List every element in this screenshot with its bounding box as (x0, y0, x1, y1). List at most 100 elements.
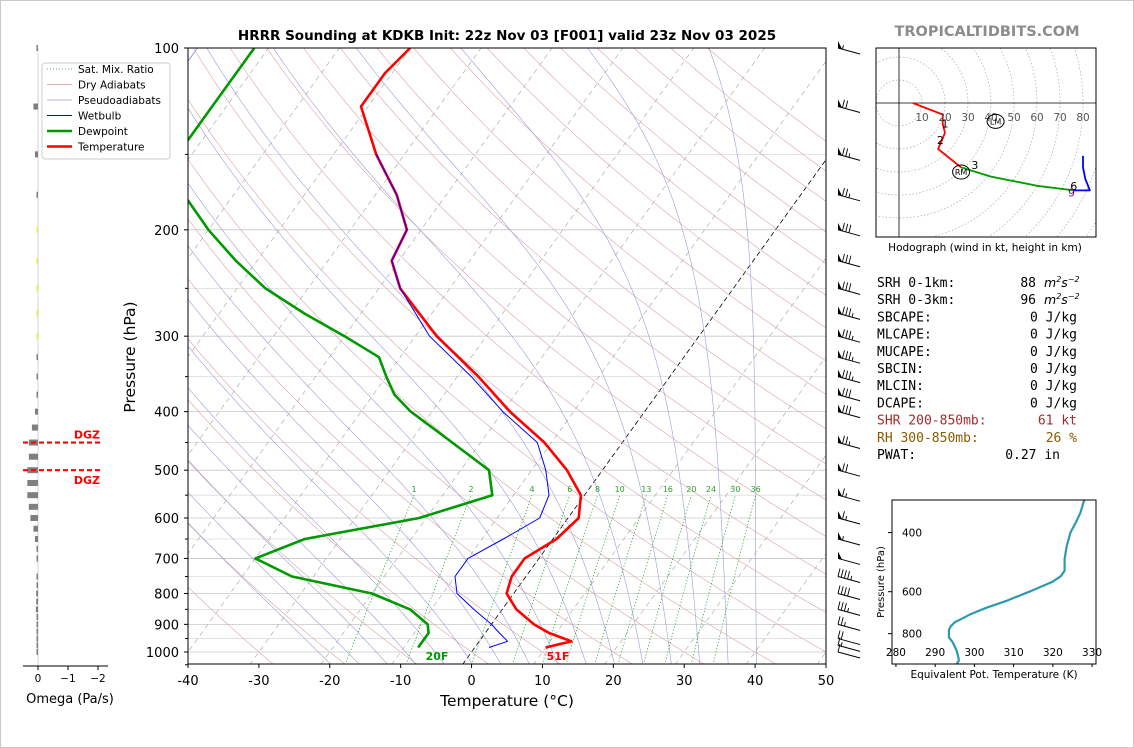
legend-label: Dewpoint (78, 126, 128, 138)
omega-bar (31, 424, 38, 431)
barb-half (843, 621, 846, 627)
barb-staff (837, 335, 861, 343)
mix-ratio-line-4 (471, 495, 533, 664)
legend-label: Dry Adiabats (78, 80, 146, 92)
wind-barb (837, 435, 861, 450)
surface-temperature-label: 51F (547, 650, 570, 663)
skewt-ticks: -40 -30 -20 -10 0 10 20 30 40 50 100 200 300 400 500 60… (146, 42, 834, 689)
isotherm--40 (188, 48, 624, 653)
isotherm-30 (675, 454, 826, 664)
omega-bar (36, 628, 38, 635)
x-tick-label: -40 (177, 674, 198, 689)
skewt-legend: Sat. Mix. Ratio Dry Adiabats Pseudoadiabat… (41, 62, 171, 160)
hodograph-caption: Hodograph (wind in kt, height in km) (888, 242, 1082, 254)
mix-ratio-line-10 (565, 495, 621, 664)
barb-staff (837, 442, 861, 450)
skewt-plot-area (188, 48, 826, 664)
mix-ratio-labels: 1 2 4 6 8 10 13 16 20 24 30 36 (412, 485, 761, 494)
omega-tick-label: 0 (35, 673, 42, 685)
wind-barb (837, 187, 861, 202)
wind-barb (837, 488, 861, 502)
barb-half (851, 376, 854, 381)
theta-e-xtick-label: 330 (1082, 647, 1102, 659)
trace-wetbulb (375, 154, 550, 648)
barb-full (842, 350, 845, 359)
x-tick-label: 50 (818, 674, 835, 689)
barb-full (845, 388, 849, 397)
barb-full (843, 587, 847, 596)
mix-ratio-line-16 (617, 495, 669, 664)
barb-flag (838, 147, 842, 156)
barb-full (842, 511, 845, 520)
barb-flag (838, 463, 842, 472)
theta-e-xtick-label: 280 (886, 647, 906, 659)
y-tick-label: 200 (154, 224, 179, 239)
wind-barb (837, 306, 861, 320)
dry-adiabat-140 (486, 48, 826, 329)
hodograph-ring-label: 60 (1030, 112, 1043, 124)
dry-adiabat-80 (266, 48, 826, 537)
barb-flag (838, 41, 842, 49)
dry-adiabat-60 (193, 48, 826, 613)
barb-staff (837, 608, 861, 616)
dry-adiabat-90 (303, 48, 826, 501)
dry-adiabat-70 (229, 48, 826, 575)
mix-ratio-line-20 (643, 495, 692, 664)
wind-barbs (837, 41, 861, 659)
barb-staff (837, 469, 861, 477)
wind-barb (837, 99, 861, 114)
wind-barb (837, 568, 861, 584)
omega-bar (34, 535, 38, 542)
omega-bar (36, 590, 38, 597)
wind-barb (837, 147, 861, 161)
dry-adiabat-30 (188, 218, 705, 664)
stat-unit: m2s−2 (1044, 292, 1080, 307)
mix-ratio-label: 24 (706, 485, 716, 494)
unit-m: m (1044, 292, 1056, 307)
wind-barb (837, 404, 861, 419)
barb-full (845, 188, 849, 197)
wind-barb (837, 222, 861, 237)
hodograph-marker-circle (986, 113, 1005, 129)
stat-label: SBCIN: (877, 362, 924, 377)
pseudoadiabat-16 (188, 48, 587, 664)
wind-barb (837, 551, 861, 565)
barb-full (848, 352, 852, 361)
y-tick-label: 900 (154, 618, 179, 633)
barb-full (845, 100, 849, 109)
isotherm-40 (746, 553, 826, 664)
barb-flag (838, 222, 842, 231)
mix-ratio-line-24 (664, 495, 712, 664)
hodograph-ring-label: 80 (1076, 112, 1089, 124)
wind-barb (837, 329, 861, 343)
stat-value: 0 J/kg (1030, 379, 1077, 394)
stat-value: 88 (1020, 276, 1036, 291)
unit-exp: 2 (1056, 275, 1061, 284)
stat-value: 0 J/kg (1030, 345, 1077, 360)
barb-full (848, 331, 852, 340)
barb-flag (838, 531, 842, 540)
stat-unit: m2s−2 (1044, 275, 1080, 290)
stat-label: PWAT: (877, 448, 916, 463)
barb-full (845, 436, 849, 445)
barb-full (843, 603, 847, 612)
omega-bar (36, 621, 38, 628)
omega-bar (27, 479, 38, 486)
wind-barb (837, 531, 861, 546)
barb-full (842, 187, 845, 197)
barb-flag (838, 306, 842, 315)
mix-ratio-label: 13 (641, 485, 651, 494)
dry-adiabat-130 (450, 48, 826, 362)
barb-full (840, 569, 844, 578)
theta-e-xtick-label: 320 (1043, 647, 1063, 659)
barb-flag (838, 551, 842, 560)
hodograph-segment (912, 102, 946, 134)
dgz-label: DGZ (74, 429, 100, 442)
barb-staff (837, 517, 861, 525)
theta-e-ytick-label: 600 (902, 587, 922, 599)
barb-full (845, 464, 849, 473)
mix-ratio-label: 4 (530, 485, 535, 494)
barb-staff (837, 557, 861, 565)
pseudoadiabat--20 (188, 48, 331, 664)
omega-bar (30, 515, 38, 522)
